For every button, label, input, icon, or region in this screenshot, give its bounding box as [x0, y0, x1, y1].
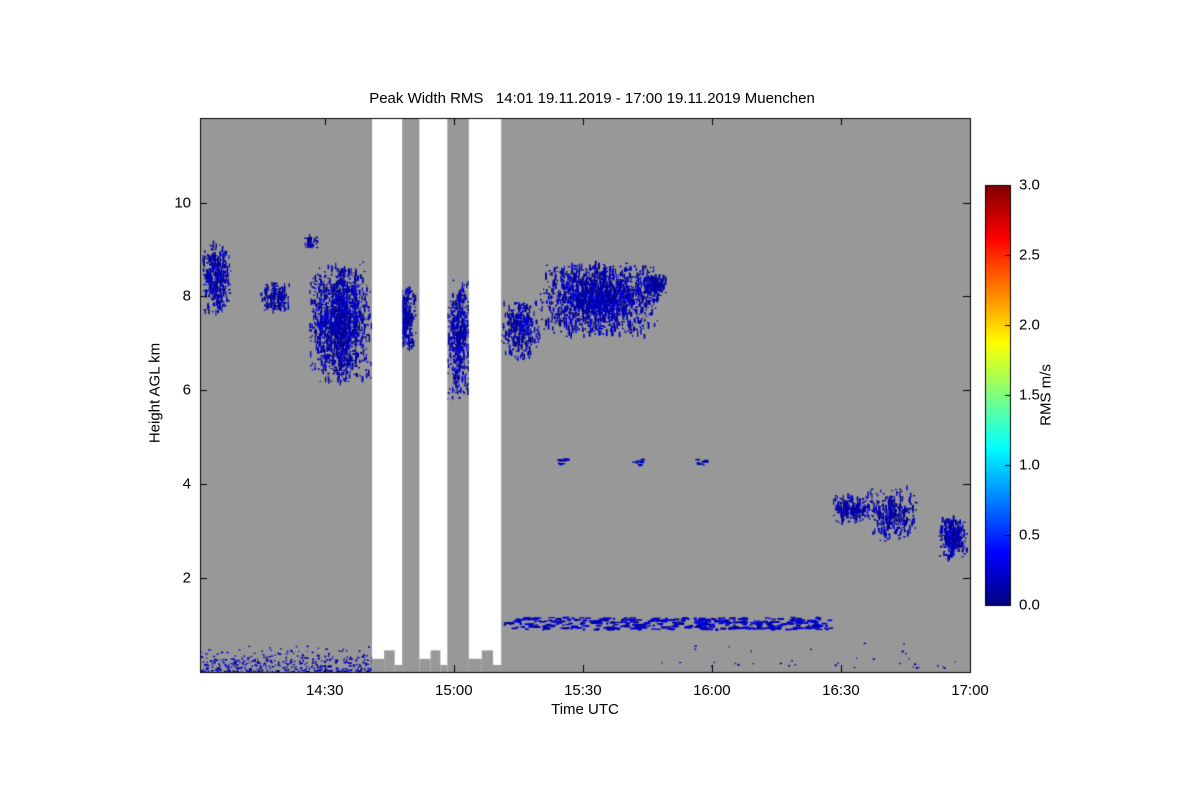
- heatmap-canvas: [0, 0, 1200, 800]
- lidar-rms-figure: Peak Width RMS 14:01 19.11.2019 - 17:00 …: [0, 0, 1200, 800]
